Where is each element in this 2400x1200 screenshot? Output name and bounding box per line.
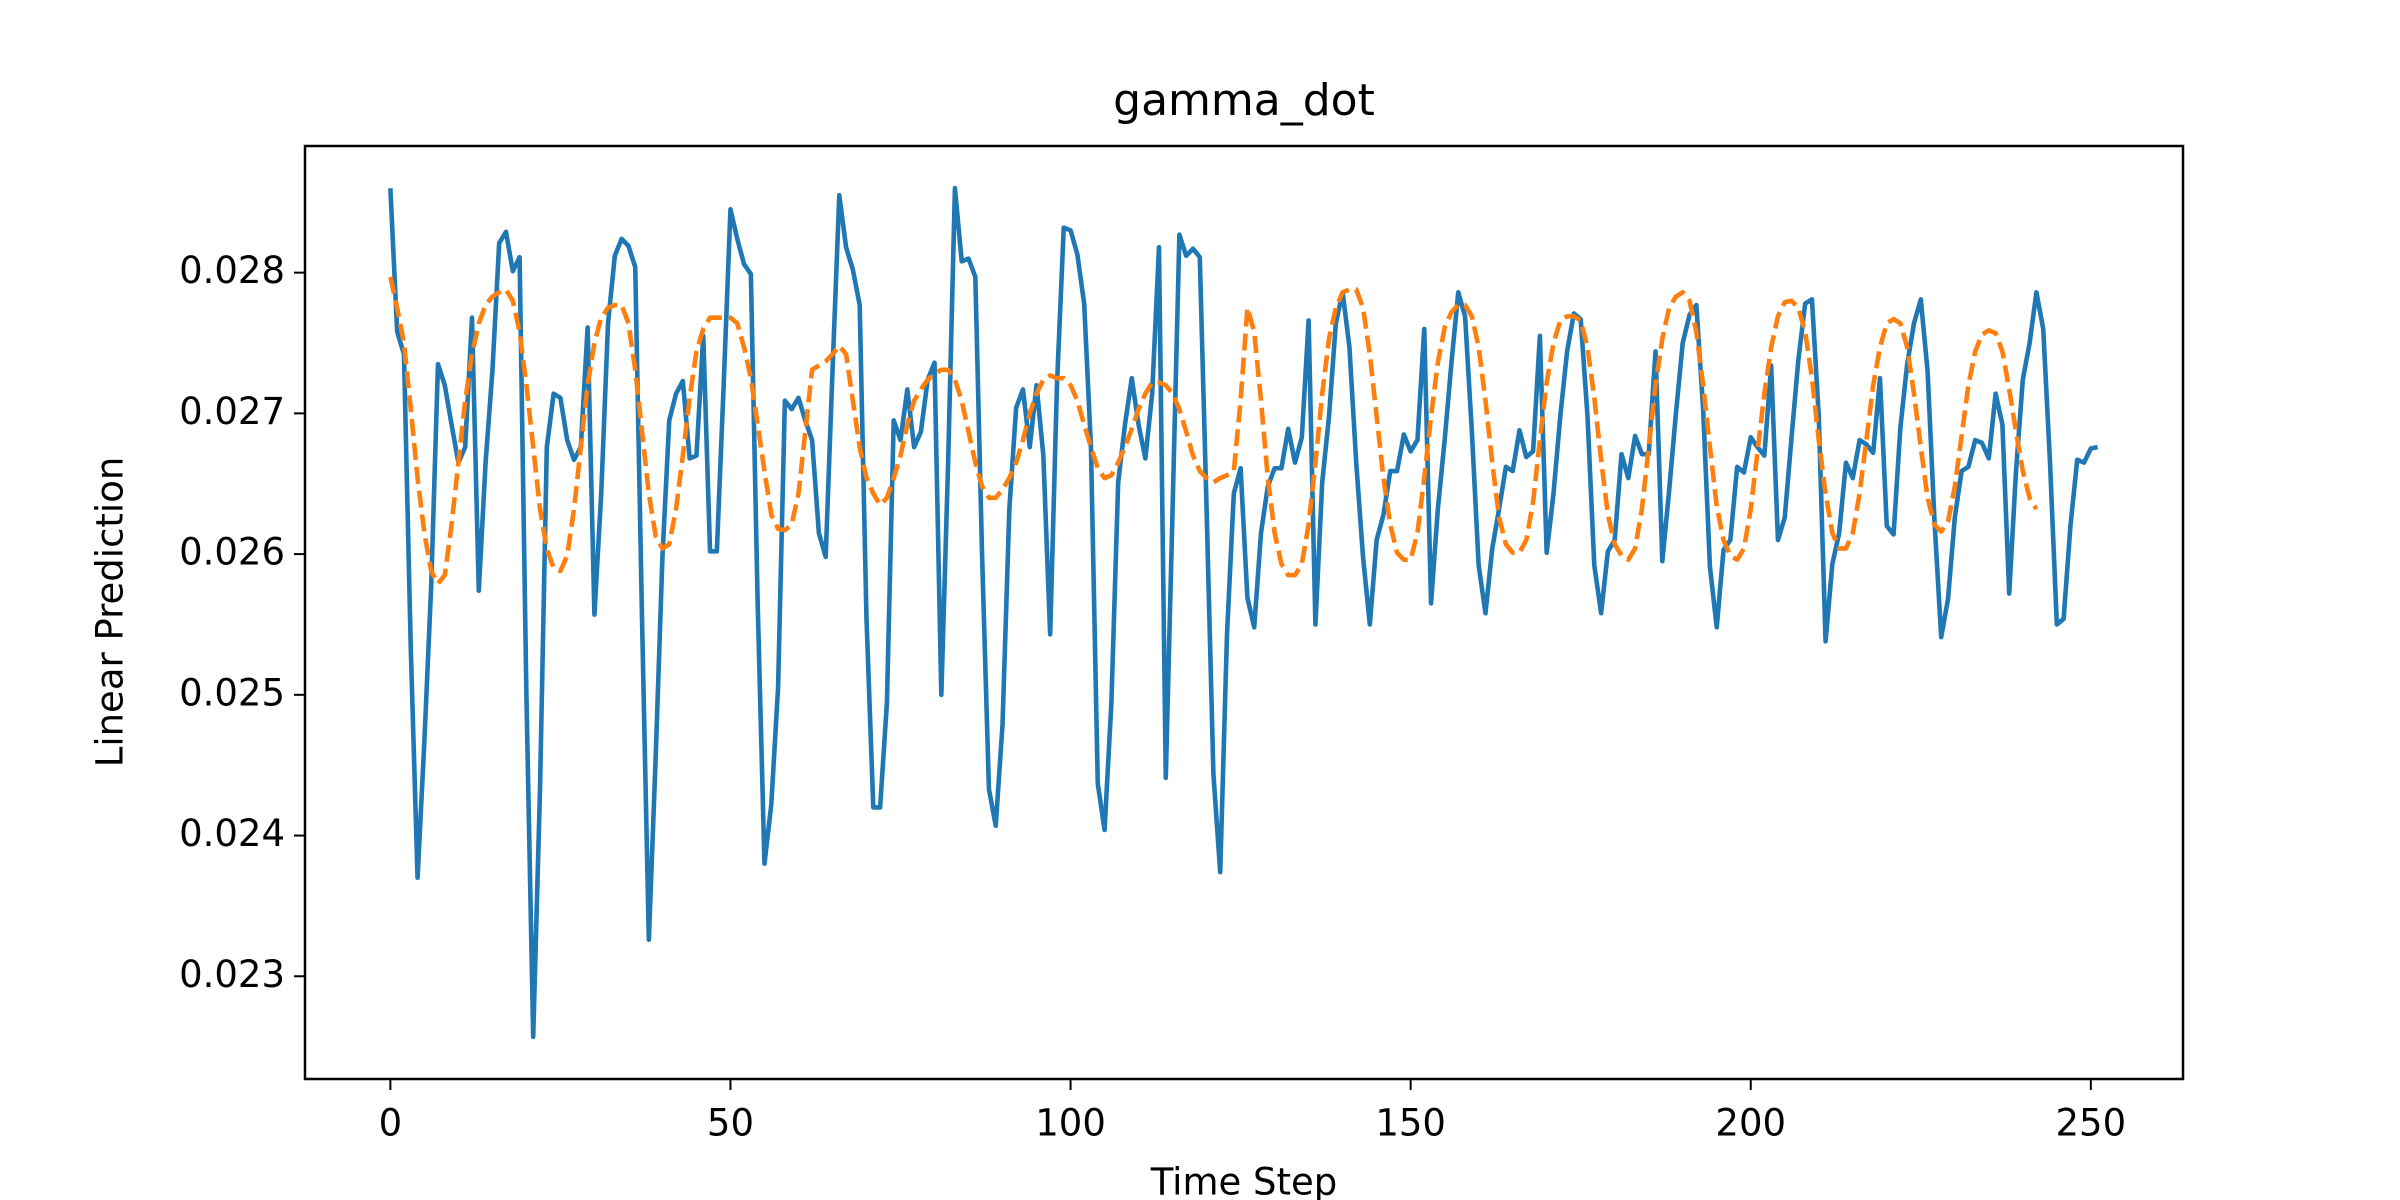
- y-tick-label: 0.026: [179, 531, 285, 574]
- x-axis-label: Time Step: [1150, 1161, 1338, 1200]
- y-tick-label: 0.028: [179, 249, 285, 292]
- axes-frame: [303, 144, 2185, 1081]
- y-tick-label: 0.023: [179, 953, 285, 996]
- y-tick-label: 0.024: [179, 812, 285, 855]
- x-tick-label: 200: [1715, 1102, 1786, 1145]
- y-tick-label: 0.025: [179, 671, 285, 714]
- series-line: [388, 185, 2099, 1040]
- series-line: [388, 276, 2039, 586]
- x-tick-label: 250: [2056, 1102, 2127, 1145]
- y-tick-label: 0.027: [179, 390, 285, 433]
- y-axis-label: Linear Prediction: [89, 457, 132, 768]
- x-tick-label: 150: [1375, 1102, 1446, 1145]
- x-tick-label: 50: [707, 1102, 754, 1145]
- chart-title: gamma_dot: [1113, 75, 1375, 126]
- x-tick-label: 100: [1035, 1102, 1106, 1145]
- x-tick-label: 0: [379, 1102, 403, 1145]
- plot-area: [388, 185, 2099, 1040]
